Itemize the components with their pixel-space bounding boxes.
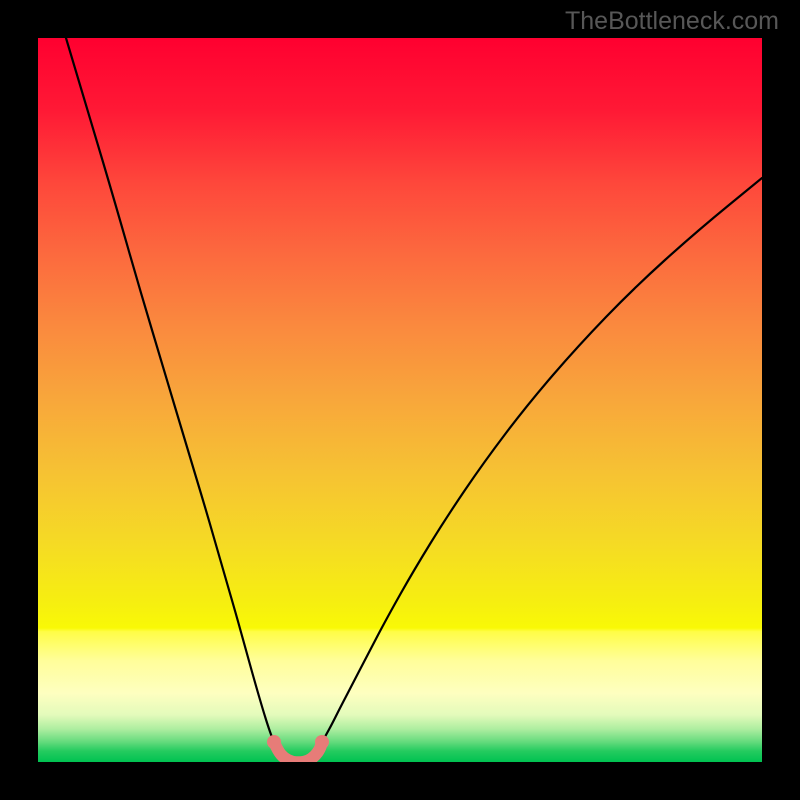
- bottleneck-curve-right: [322, 178, 762, 742]
- valley-marker-dot-left: [267, 735, 281, 749]
- valley-marker-dot-right: [315, 735, 329, 749]
- plot-area: [38, 38, 762, 762]
- watermark-text: TheBottleneck.com: [565, 7, 779, 36]
- curve-layer: [38, 38, 762, 762]
- bottleneck-curve-left: [66, 38, 274, 742]
- valley-marker-path: [274, 742, 322, 762]
